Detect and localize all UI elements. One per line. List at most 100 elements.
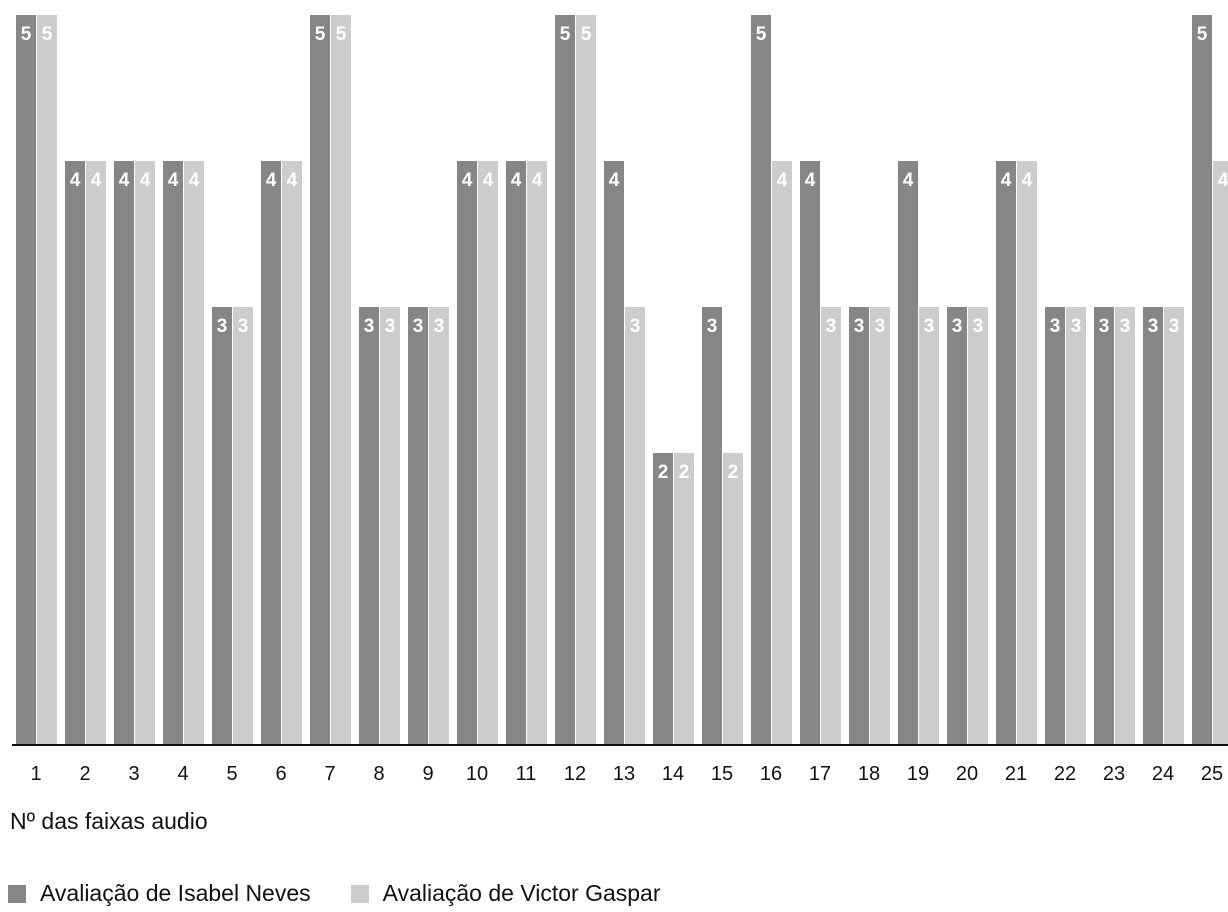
bar-s0-7 — [310, 15, 330, 745]
bar-label-s0-20: 3 — [952, 316, 963, 337]
bar-s1-1 — [37, 15, 57, 745]
x-tick-17: 17 — [809, 763, 831, 785]
bar-label-s0-6: 4 — [266, 170, 277, 191]
bar-s1-9 — [429, 307, 449, 745]
bar-s1-2 — [86, 161, 106, 745]
x-tick-10: 10 — [466, 763, 488, 785]
legend-label-series-0: Avaliação de Isabel Neves — [40, 880, 311, 906]
x-tick-2: 2 — [79, 763, 90, 785]
bar-label-s1-22: 3 — [1071, 316, 1082, 337]
bar-label-s0-3: 4 — [119, 170, 130, 191]
bar-label-s0-10: 4 — [462, 170, 473, 191]
bar-label-s1-5: 3 — [238, 316, 249, 337]
x-tick-4: 4 — [177, 763, 188, 785]
bar-s1-21 — [1017, 161, 1037, 745]
bar-s0-5 — [212, 307, 232, 745]
bar-s1-10 — [478, 161, 498, 745]
x-tick-labels-group: 1 2 3 4 5 6 7 8 9 10 11 12 13 14 15 16 17 18 19 20 21 22 23 24 2… — [30, 763, 1223, 785]
bar-label-s0-18: 3 — [854, 316, 865, 337]
bar-s0-10 — [457, 161, 477, 745]
bar-label-s1-21: 4 — [1022, 170, 1033, 191]
x-tick-23: 23 — [1103, 763, 1125, 785]
bar-s0-4 — [163, 161, 183, 745]
bar-label-s0-17: 4 — [805, 170, 816, 191]
bar-label-s1-1: 5 — [42, 24, 53, 45]
bar-s1-23 — [1115, 307, 1135, 745]
x-tick-5: 5 — [226, 763, 237, 785]
bar-label-s1-4: 4 — [189, 170, 200, 191]
bar-s0-22 — [1045, 307, 1065, 745]
bar-s1-20 — [968, 307, 988, 745]
x-tick-24: 24 — [1152, 763, 1174, 785]
bar-label-s1-20: 3 — [973, 316, 984, 337]
x-tick-20: 20 — [956, 763, 978, 785]
bar-s1-17 — [821, 307, 841, 745]
x-tick-25: 25 — [1201, 763, 1223, 785]
bar-s0-21 — [996, 161, 1016, 745]
bar-s1-22 — [1066, 307, 1086, 745]
bar-s0-6 — [261, 161, 281, 745]
x-tick-19: 19 — [907, 763, 929, 785]
bar-s0-24 — [1143, 307, 1163, 745]
bar-label-s1-11: 4 — [532, 170, 543, 191]
bar-label-s0-14: 2 — [658, 462, 669, 483]
bar-label-s0-4: 4 — [168, 170, 179, 191]
bar-label-s0-25: 5 — [1197, 24, 1208, 45]
bar-label-s0-24: 3 — [1148, 316, 1159, 337]
bar-s1-15 — [723, 453, 743, 745]
x-tick-18: 18 — [858, 763, 880, 785]
bar-s1-11 — [527, 161, 547, 745]
bar-label-s1-7: 5 — [336, 24, 347, 45]
bar-s1-12 — [576, 15, 596, 745]
legend-item-series-1: Avaliação de Victor Gaspar — [350, 880, 661, 907]
bar-label-s1-13: 3 — [630, 316, 641, 337]
bar-s0-19 — [898, 161, 918, 745]
x-tick-22: 22 — [1054, 763, 1076, 785]
bar-s1-16 — [772, 161, 792, 745]
bar-s1-6 — [282, 161, 302, 745]
bar-s1-3 — [135, 161, 155, 745]
bar-label-s0-21: 4 — [1001, 170, 1012, 191]
bar-s0-12 — [555, 15, 575, 745]
bar-s1-18 — [870, 307, 890, 745]
bar-s1-25 — [1213, 161, 1228, 745]
x-tick-1: 1 — [30, 763, 41, 785]
legend-item-series-0: Avaliação de Isabel Neves — [8, 880, 311, 907]
bar-label-s1-6: 4 — [287, 170, 298, 191]
bar-s1-13 — [625, 307, 645, 745]
bar-s0-15 — [702, 307, 722, 745]
bar-label-s1-9: 3 — [434, 316, 445, 337]
x-tick-21: 21 — [1005, 763, 1027, 785]
bar-label-s0-23: 3 — [1099, 316, 1110, 337]
bar-s0-8 — [359, 307, 379, 745]
bar-s1-7 — [331, 15, 351, 745]
bar-s1-14 — [674, 453, 694, 745]
legend: Avaliação de Isabel Neves Avaliação de V… — [8, 880, 661, 907]
bar-label-s1-19: 3 — [924, 316, 935, 337]
bar-s0-18 — [849, 307, 869, 745]
bar-s1-5 — [233, 307, 253, 745]
bar-s0-25 — [1192, 15, 1212, 745]
bar-label-s1-8: 3 — [385, 316, 396, 337]
bars-group — [16, 15, 1228, 745]
bar-s0-11 — [506, 161, 526, 745]
bar-label-s1-15: 2 — [728, 462, 739, 483]
bar-label-s1-24: 3 — [1169, 316, 1180, 337]
x-tick-13: 13 — [613, 763, 635, 785]
bar-label-s0-11: 4 — [511, 170, 522, 191]
bar-label-s1-3: 4 — [140, 170, 151, 191]
bar-label-s0-1: 5 — [21, 24, 32, 45]
bar-s0-16 — [751, 15, 771, 745]
bar-label-s1-23: 3 — [1120, 316, 1131, 337]
bar-label-s0-12: 5 — [560, 24, 571, 45]
bar-label-s0-22: 3 — [1050, 316, 1061, 337]
bar-s0-1 — [16, 15, 36, 745]
bar-label-s0-2: 4 — [70, 170, 81, 191]
x-tick-16: 16 — [760, 763, 782, 785]
bar-label-s1-16: 4 — [777, 170, 788, 191]
bar-s0-14 — [653, 453, 673, 745]
bar-s0-3 — [114, 161, 134, 745]
bar-label-s1-18: 3 — [875, 316, 886, 337]
